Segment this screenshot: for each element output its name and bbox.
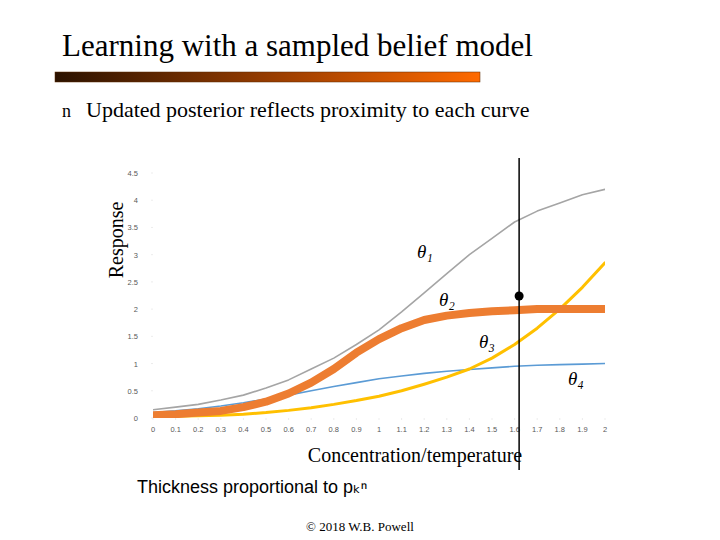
plot-area [153,189,605,417]
series-line [153,309,605,415]
x-tick-label: 1 [377,425,381,434]
series-label: θ₁ [417,241,433,262]
y-tick [151,390,153,391]
x-tick [288,418,289,420]
x-tick [243,418,244,420]
y-tick-label: 1.5 [128,332,138,341]
y-tick [151,336,153,337]
x-tick-label: 0.7 [306,425,316,434]
y-tick-label: 3 [134,251,138,260]
x-tick-label: 0.2 [193,425,203,434]
x-tick [401,418,402,420]
x-tick-label: 0.5 [261,425,271,434]
y-tick-label: 2 [134,305,138,314]
series-line [153,364,605,413]
y-tick-label: 3.5 [128,223,138,232]
x-tick [220,418,221,420]
y-tick [151,281,153,282]
y-tick [151,363,153,364]
observation-point [515,292,524,301]
y-tick [151,200,153,201]
x-tick [537,418,538,420]
y-tick [151,173,153,174]
x-tick-label: 0.3 [216,425,226,434]
x-tick [446,418,447,420]
series-line [153,263,605,417]
y-tick [151,309,153,310]
bullet-text: Updated posterior reflects proximity to … [86,97,530,122]
y-tick-label: 0.5 [128,387,138,396]
y-tick [151,227,153,228]
x-tick-label: 1.5 [487,425,497,434]
x-tick [582,418,583,420]
x-tick [379,418,380,420]
series-label: θ₄ [568,368,584,389]
x-tick [311,418,312,420]
y-axis-label: Response [105,202,128,279]
x-tick [175,418,176,420]
x-tick [333,418,334,420]
y-tick-label: 1 [134,360,138,369]
x-tick [153,418,154,420]
bullet-marker: n [62,101,71,121]
x-tick-label: 0.6 [283,425,293,434]
caption: Thickness proportional to pₖⁿ [137,477,367,497]
x-tick-label: 1.2 [419,425,429,434]
x-tick-label: 0.4 [238,425,248,434]
ticks: 0 0.1 0.2 0.3 0.4 0.5 0.6 0.7 0.8 0.9 1 1.1 1.2 1.3 1.… [128,169,608,434]
x-tick [266,418,267,420]
x-tick-label: 1.1 [396,425,406,434]
series-line [153,189,605,409]
x-tick-label: 0.9 [351,425,361,434]
decision-line [518,158,520,470]
y-tick-label: 0 [134,414,138,423]
x-tick [356,418,357,420]
y-tick-label: 4 [134,196,138,205]
y-tick-label: 4.5 [128,169,138,178]
x-tick [605,418,606,420]
footer: © 2018 W.B. Powell [306,519,414,534]
x-tick-label: 1.8 [555,425,565,434]
x-axis-label: Concentration/temperature [308,444,522,467]
y-tick [151,418,153,419]
x-tick [492,418,493,420]
x-tick [469,418,470,420]
x-tick-label: 1.3 [442,425,452,434]
y-tick [151,254,153,255]
x-tick-label: 1.6 [509,425,519,434]
x-tick-label: 0.1 [170,425,180,434]
x-tick-label: 1.7 [532,425,542,434]
x-tick [514,418,515,420]
x-tick-label: 2 [603,425,607,434]
x-tick-label: 0.8 [329,425,339,434]
series-label: θ₂ [439,289,455,310]
y-tick-label: 2.5 [128,278,138,287]
x-tick-label: 0 [151,425,155,434]
x-tick [559,418,560,420]
title: Learning with a sampled belief model [62,28,533,63]
slide: Learning with a sampled belief model n Upd… [0,0,720,540]
x-tick-label: 1.4 [464,425,474,434]
title-bar [55,72,480,82]
x-tick [198,418,199,420]
x-tick-label: 1.9 [577,425,587,434]
series-label: θ₃ [479,331,495,352]
x-tick [424,418,425,420]
